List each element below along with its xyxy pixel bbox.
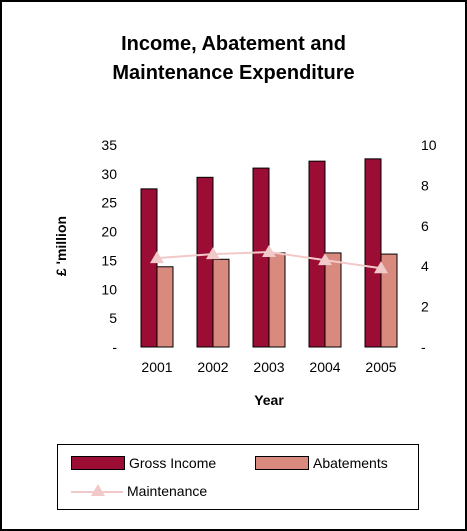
bar-gross-income-2002 bbox=[196, 176, 214, 348]
legend-label-maintenance: Maintenance bbox=[127, 483, 208, 499]
legend-item-gross-income: Gross Income bbox=[71, 455, 216, 471]
marker-maintenance-2001 bbox=[150, 251, 164, 264]
x-tick-label-2004: 2004 bbox=[309, 359, 340, 375]
x-tick-label-2003: 2003 bbox=[253, 359, 284, 375]
legend-label-gross-income: Gross Income bbox=[129, 455, 217, 471]
bar-abatements-2005 bbox=[380, 253, 398, 348]
y-tick-label-4: 20 bbox=[101, 224, 117, 240]
y2-tick-label-5: 10 bbox=[421, 137, 437, 153]
legend-swatch-gross-income bbox=[71, 456, 125, 470]
bar-gross-income-2001 bbox=[140, 188, 158, 348]
legend-item-abatements: Abatements bbox=[255, 455, 388, 471]
bar-abatements-2002 bbox=[212, 258, 230, 348]
y-tick-label-5: 25 bbox=[101, 195, 117, 211]
chart-title-line-1: Income, Abatement and bbox=[121, 33, 346, 55]
y-tick-label-2: 10 bbox=[101, 281, 117, 297]
bar-abatements-2003 bbox=[268, 252, 286, 348]
x-tick-label-2001: 2001 bbox=[141, 359, 172, 375]
chart-legend: Gross Income Abatements Maintenance bbox=[57, 444, 419, 510]
chart-title-line-2: Maintenance Expenditure bbox=[112, 62, 355, 84]
y-tick-label-1: 5 bbox=[109, 310, 117, 326]
bar-gross-income-2003 bbox=[252, 167, 270, 348]
marker-maintenance-2004 bbox=[318, 253, 332, 266]
chart-title: Income, Abatement and Maintenance Expend… bbox=[0, 30, 467, 88]
y-axis-title: £ 'million bbox=[53, 216, 69, 276]
x-tick-label-2002: 2002 bbox=[197, 359, 228, 375]
y2-tick-label-3: 6 bbox=[421, 218, 429, 234]
legend-swatch-abatements bbox=[255, 456, 309, 470]
x-tick-label-2005: 2005 bbox=[365, 359, 396, 375]
bar-gross-income-2005 bbox=[364, 158, 382, 348]
marker-maintenance-2002 bbox=[206, 247, 220, 260]
y-tick-label-6: 30 bbox=[101, 166, 117, 182]
y2-tick-label-4: 8 bbox=[421, 177, 429, 193]
y2-tick-label-0: - bbox=[421, 339, 426, 355]
legend-swatch-maintenance bbox=[71, 484, 123, 498]
bar-abatements-2004 bbox=[324, 252, 342, 348]
marker-maintenance-2003 bbox=[262, 245, 276, 258]
legend-item-maintenance: Maintenance bbox=[71, 483, 207, 499]
x-axis-title: Year bbox=[254, 392, 284, 408]
bar-abatements-2001 bbox=[156, 266, 174, 348]
y-tick-label-0: - bbox=[112, 339, 117, 355]
y2-tick-label-2: 4 bbox=[421, 258, 429, 274]
bar-gross-income-2004 bbox=[308, 160, 326, 348]
y-tick-label-7: 35 bbox=[101, 137, 117, 153]
y-tick-label-3: 15 bbox=[101, 252, 117, 268]
marker-maintenance-2005 bbox=[374, 261, 388, 274]
legend-label-abatements: Abatements bbox=[313, 455, 388, 471]
y2-tick-label-1: 2 bbox=[421, 299, 429, 315]
